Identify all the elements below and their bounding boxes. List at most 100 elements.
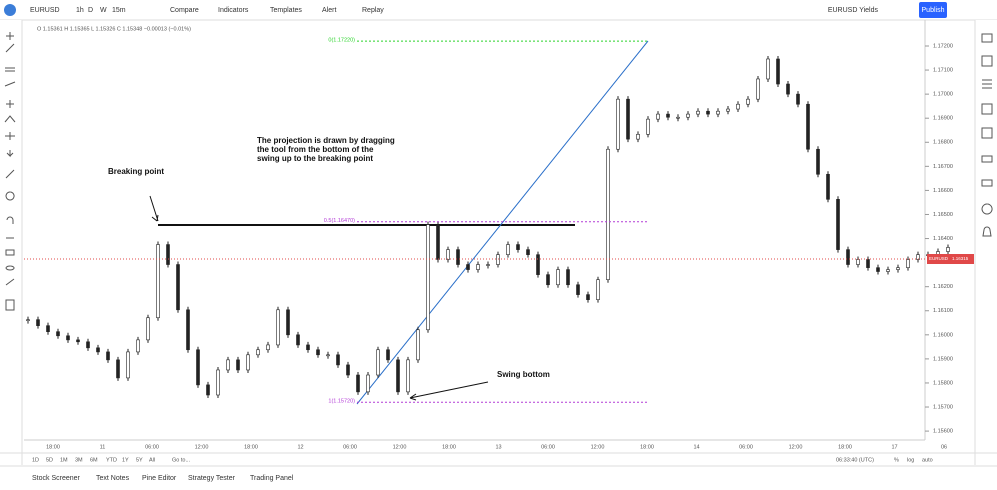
arrow [409,381,489,401]
range-button[interactable]: 1D [32,457,39,463]
drawing-tools[interactable] [4,32,16,311]
candle [266,344,270,351]
range-button[interactable]: 6M [90,457,98,463]
candle [86,341,90,349]
range-button[interactable]: 5Y [136,457,143,463]
price-tick-label: 1.17200 [933,43,953,49]
bottom-tab[interactable]: Pine Editor [142,475,177,482]
last-price-value: 1.16315 [952,256,969,261]
candle [166,244,170,265]
time-tick-label: 06:00 [343,444,357,450]
annotation: swing up to the breaking point [257,154,373,163]
time-tick-label: 12:00 [591,444,605,450]
interval[interactable]: 1h [76,7,84,14]
candle [56,331,60,337]
bottom-tab[interactable]: Text Notes [96,475,130,482]
candle [866,259,870,268]
candle [486,264,490,266]
toolbar-button[interactable]: Alert [322,7,336,14]
last-price-badge [927,254,974,265]
candle [636,134,640,140]
goto-button[interactable]: Go to... [172,457,191,463]
candle [536,254,540,275]
candle [26,319,30,321]
range-button[interactable]: 1M [60,457,68,463]
candle [156,244,160,319]
candle [836,199,840,250]
candle [776,58,780,85]
candle [796,93,800,105]
range-button[interactable]: YTD [106,457,117,463]
candle [126,351,130,379]
clock: 06:33:40 (UTC) [836,457,874,463]
time-tick-label: 18:00 [46,444,60,450]
toolbar-button[interactable]: Indicators [218,7,249,14]
widget-icons[interactable] [981,33,993,237]
logo[interactable] [4,4,16,16]
price-tick-label: 1.16100 [933,308,953,314]
publish-label[interactable]: Publish [922,7,945,14]
price-tick-label: 1.15700 [933,404,953,410]
candle [366,374,370,393]
watchlist-symbol[interactable]: EURUSD Yields [828,7,879,14]
candle [826,173,830,200]
candle [196,349,200,386]
candle [746,98,750,105]
publish-button[interactable] [919,2,947,18]
candle [726,108,730,112]
candle [116,359,120,379]
toolbar-button[interactable]: Replay [362,7,384,14]
candle [436,224,440,260]
time-tick-label: 06:00 [739,444,753,450]
trend-line-drawing[interactable] [356,40,649,405]
fib-label: 0.5(1.16470) [324,218,355,224]
scale-option[interactable]: log [907,457,914,463]
candle [566,269,570,286]
toolbar-button[interactable]: Compare [170,7,199,14]
scale-option[interactable]: % [894,457,899,463]
price-tick-label: 1.15800 [933,380,953,386]
candle [356,374,360,393]
candle [466,264,470,270]
candle [256,349,260,356]
price-tick-label: 1.16800 [933,140,953,146]
candle [766,58,770,80]
candle [586,294,590,300]
range-button[interactable]: 1Y [122,457,129,463]
range-button[interactable]: 3M [75,457,83,463]
candle [666,113,670,118]
candle [346,364,350,376]
candle [76,339,80,343]
time-tick-label: 18:00 [442,444,456,450]
bottom-tab[interactable]: Trading Panel [250,475,294,482]
candle [556,269,560,286]
candle [186,309,190,351]
scale-option[interactable]: auto [922,457,933,463]
interval[interactable]: D [88,7,93,14]
candle [66,335,70,341]
price-tick-label: 1.16000 [933,332,953,338]
toolbar-button[interactable]: Templates [270,7,302,14]
candle [416,329,420,361]
candle [216,369,220,396]
bottom-tab[interactable]: Strategy Tester [188,475,236,482]
time-tick-label: 13 [495,444,501,450]
candle [876,267,880,272]
price-tick-label: 1.15900 [933,356,953,362]
range-button[interactable]: 5D [46,457,53,463]
annotation: The projection is drawn by dragging [257,136,395,145]
interval[interactable]: W [100,7,107,14]
time-tick-label: 11 [100,444,106,450]
candle [426,224,430,331]
candle [176,264,180,311]
range-button[interactable]: All [149,457,155,463]
candle [696,110,700,115]
symbol[interactable]: EURUSD [30,7,60,14]
time-tick-label: 06 [941,444,947,450]
left-toolbar [0,20,22,465]
bottom-tab[interactable]: Stock Screener [32,475,81,482]
candle [306,344,310,351]
interval[interactable]: 15m [112,7,126,14]
candle [286,309,290,336]
